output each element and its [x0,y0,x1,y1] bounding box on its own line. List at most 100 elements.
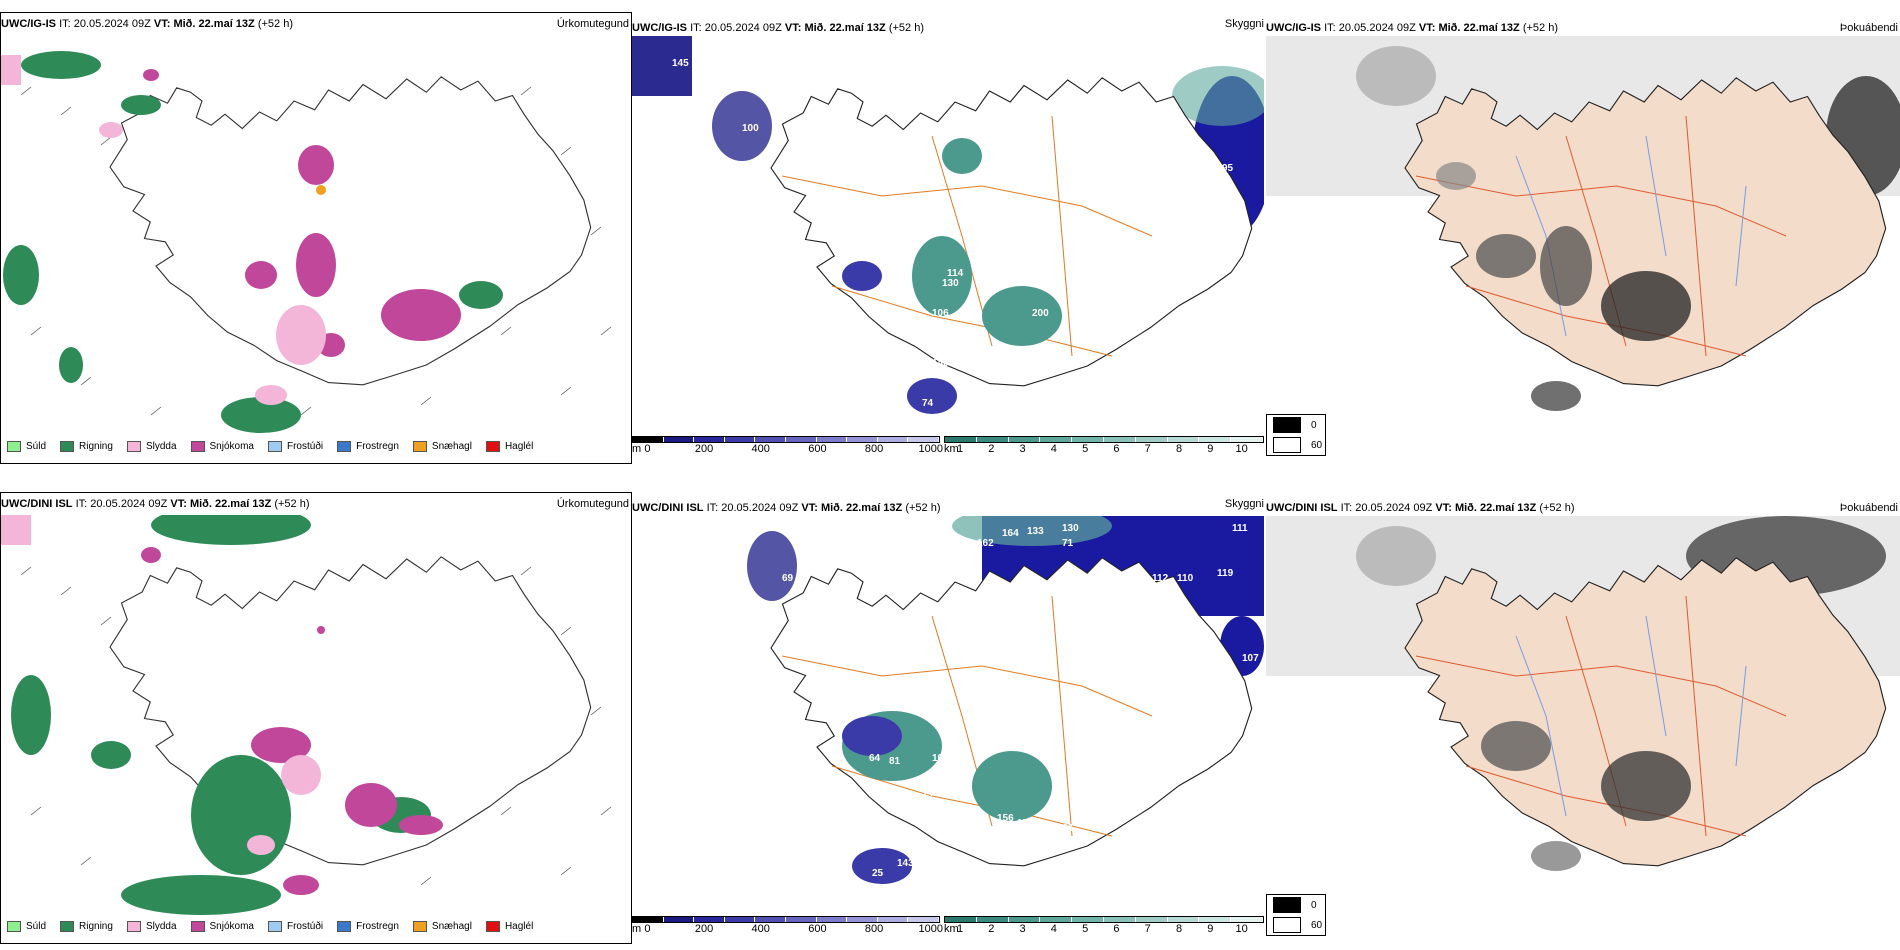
fog-legend-row: 60 [1267,435,1325,455]
legend-item: Frostregn [337,441,399,452]
legend-label: Snjókoma [209,441,254,452]
visibility-value-label: 02 [902,883,914,894]
legend-label: Frostúði [286,441,324,452]
it-value: 20.05.2024 09Z [704,22,782,34]
legend-swatch [126,441,141,452]
scale-segment [847,917,878,922]
vt-label: VT: [801,502,818,514]
it-label: IT: [706,502,719,514]
legend-item: Súld [7,921,46,932]
precip-map[interactable] [1,35,631,440]
scale-unit: m [632,443,642,455]
scale-segment [694,917,725,922]
fog-legend-swatch [1273,437,1301,453]
scale-tick: 400 [751,923,770,935]
scale-segment [633,917,664,922]
rain-areas [3,51,503,433]
legend-swatch [337,441,352,452]
fog-legend: 0 60 [1266,414,1326,456]
panel-precip-type-bottom: UWC/DINI ISL IT: 20.05.2024 09Z VT: Mið.… [0,492,632,944]
fog-legend-row: 0 [1267,895,1325,915]
model-name: UWC/IG-IS [632,22,687,34]
vt-label: VT: [784,22,802,34]
scale-segment [663,437,695,442]
fog-map[interactable] [1266,36,1900,431]
it-value: 20.05.2024 09Z [721,502,799,514]
sleet-areas [1,515,321,855]
visibility-value-label: 51 [682,238,694,249]
snow-areas [141,547,443,895]
legend-swatch [60,921,75,932]
scale-segment [877,437,909,442]
legend-item: Rigning [60,921,113,932]
fog-legend-label: 60 [1311,439,1323,451]
visibility-value-label: 73 [757,80,769,91]
legend-label: Rigning [79,921,113,932]
legend-swatch [485,441,500,452]
scale-tick: 3 [1019,443,1026,455]
fog-areas [1436,162,1691,411]
visibility-value-label: 140 [932,358,949,369]
legend-item: Súld [7,441,46,452]
scale-segment [1135,437,1168,442]
legend-label: Rigning [79,441,113,452]
lead-time: (+52 h) [905,502,941,514]
fog-legend-swatch [1273,917,1301,933]
panel-header: UWC/DINI ISL IT: 20.05.2024 09Z VT: Mið.… [1266,501,1900,515]
legend-item: Haglél [485,441,533,452]
visibility-value-label: 143 [897,858,914,869]
visibility-map[interactable]: 164 133 130 162 111 71 69 112 110 119 107 167 81 64 10… [632,516,1264,911]
scale-segment [1231,437,1263,442]
legend-label: Snæhagl [431,921,472,932]
scale-segment [663,917,695,922]
lead-time: (+52 h) [1522,22,1558,34]
scale-tick: 4 [1050,443,1057,455]
visibility-value-label: 157 [1017,818,1034,829]
model-name: UWC/IG-IS [1,18,56,30]
scale-segment [816,917,848,922]
it-value: 20.05.2024 09Z [90,498,168,510]
vt-label: VT: [1418,22,1436,34]
vt-value: Mið. 22.maí 13Z [1438,22,1520,34]
vt-value: Mið. 22.maí 13Z [173,18,255,30]
scale-tick: 1000 [918,443,943,455]
legend-label: Frostregn [356,441,399,452]
scale-tick: 800 [864,923,884,935]
precip-map[interactable] [1,515,631,920]
panel-precip-type-top: UWC/IG-IS IT: 20.05.2024 09Z VT: Mið. 22… [0,12,632,464]
panel-fog-bottom: UWC/DINI ISL IT: 20.05.2024 09Z VT: Mið.… [1266,492,1900,944]
scale-tick: 3 [1019,923,1026,935]
wind-barbs [20,86,612,416]
scale-tick: 10 [1235,923,1248,935]
scale-segment [1008,917,1041,922]
legend-swatch [267,921,282,932]
fog-legend-label: 0 [1311,899,1317,911]
panel-title: Skyggni [1224,18,1264,30]
model-name: UWC/DINI ISL [632,502,704,514]
visibility-value-label: 162 [977,538,994,549]
scale-tick: 600 [808,443,827,455]
legend-label: Slydda [145,441,177,452]
visibility-value-label: 25 [872,868,884,879]
scale-tick: 2 [988,443,995,455]
wind-barbs [20,566,612,886]
legend-swatch [60,441,75,452]
it-label: IT: [75,498,88,510]
panel-visibility-top: UWC/IG-IS IT: 20.05.2024 09Z VT: Mið. 22… [632,12,1266,464]
visibility-scale-m: m 0 200 400 600 800 1000 [632,916,943,937]
scale-segment [1199,917,1232,922]
vt-value: Mið. 22.maí 13Z [1454,502,1537,514]
visibility-value-label: 130 [942,278,959,289]
fog-map[interactable] [1266,516,1900,911]
scale-segment [1135,917,1168,922]
scale-tick: 5 [1082,923,1089,935]
scale-segment [1103,917,1136,922]
vt-label: VT: [153,18,171,30]
panel-header: UWC/DINI ISL IT: 20.05.2024 09Z VT: Mið.… [632,498,1266,515]
visibility-value-label: 145 [672,58,689,69]
legend-item: Haglél [485,921,533,932]
scale-segment [1231,917,1263,922]
scale-tick: 400 [751,443,770,455]
scale-segment [945,437,977,442]
visibility-map[interactable]: 145 61 73 80 100 95 114 130 200 201 106 140 77 74 51 [632,36,1264,431]
